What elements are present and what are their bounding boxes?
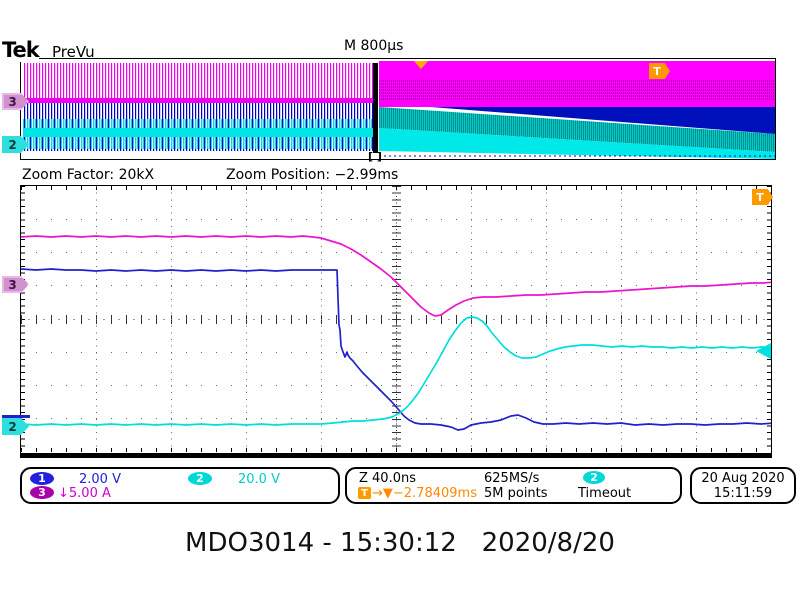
zoom-window-bracket: [ ]: [368, 150, 382, 163]
trace-ch3-current: [21, 235, 771, 317]
horizontal-trigger-readout-box: Z 40.0ns T →▼−2.78409ms 625MS/s 5M point…: [345, 467, 682, 504]
waveform-traces: [21, 235, 771, 431]
screenshot-caption: MDO3014 - 15:30:12 2020/8/20: [185, 528, 615, 558]
ch3-scale: ↓5.00 A: [58, 486, 111, 501]
gridline: [545, 186, 547, 452]
zoom-position-label: Zoom Position: −2.99ms: [226, 167, 399, 183]
graticule-grid: [21, 186, 771, 452]
gridline: [470, 186, 472, 452]
overview-window: T: [20, 58, 776, 160]
trigger-position-icon: [414, 61, 428, 69]
timebase-label: M 800µs: [344, 38, 404, 54]
main-graticule: T: [20, 185, 773, 458]
main-trigger-flag-icon: T: [752, 189, 773, 205]
ch3-badge: 3: [30, 486, 54, 499]
acquisition-mode-label: PreVu: [52, 43, 95, 61]
date-readout: 20 Aug 2020: [701, 471, 785, 486]
record-length-readout: 5M points: [484, 486, 548, 501]
gridline: [170, 186, 172, 452]
zoom-scale-readout: Z 40.0ns: [359, 471, 416, 486]
overview-ch3-marker: 3: [2, 93, 29, 110]
datetime-box: 20 Aug 2020 15:11:59: [690, 467, 796, 504]
trigger-position-readout: →▼−2.78409ms: [372, 486, 477, 501]
time-readout: 15:11:59: [713, 486, 773, 501]
overview-waveform: [23, 61, 775, 159]
trigger-t-icon: T: [358, 487, 371, 499]
trigger-source-badge: 2: [583, 471, 605, 484]
main-ch2-marker: 2: [2, 418, 29, 435]
gridline: [245, 186, 247, 452]
gridline: [320, 186, 322, 452]
trace-ch2-voltage: [21, 316, 771, 426]
ch1-badge: 1: [30, 472, 54, 485]
main-ch1-marker: [2, 415, 30, 418]
zoom-factor-label: Zoom Factor: 20kX: [22, 167, 155, 183]
ch1-scale: 2.00 V: [79, 472, 121, 487]
gridline: [395, 186, 397, 452]
overview-trigger-flag-icon: T: [649, 63, 670, 79]
ch2-badge: 2: [188, 472, 212, 485]
tek-logo: Tek: [2, 38, 40, 62]
main-ch3-marker: 3: [2, 276, 29, 293]
gridline: [695, 186, 697, 452]
channel-readout-box: 1 2.00 V 2 20.0 V 3 ↓5.00 A: [20, 467, 340, 504]
trigger-type-readout: Timeout: [578, 486, 632, 501]
gridline: [95, 186, 97, 452]
gridline: [620, 186, 622, 452]
ch2-scale: 20.0 V: [238, 472, 280, 487]
sample-rate-readout: 625MS/s: [484, 471, 540, 486]
trace-ch1-voltage: [21, 268, 771, 431]
trigger-level-arrow-icon: [756, 343, 771, 359]
overview-ch2-marker: 2: [2, 136, 29, 153]
